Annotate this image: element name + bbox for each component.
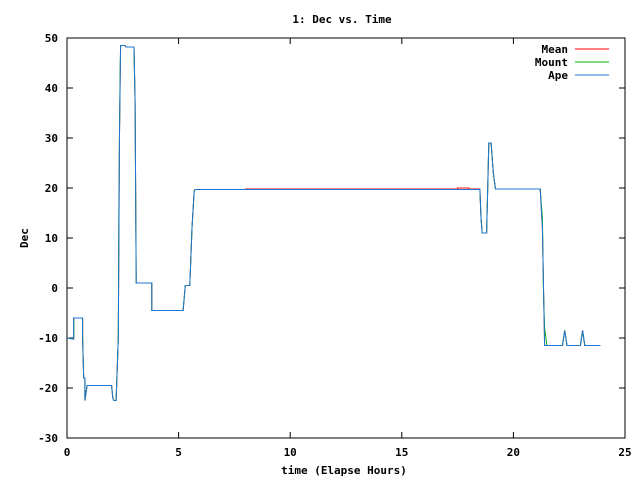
x-tick-label: 25 <box>618 446 631 459</box>
x-axis-label: time (Elapse Hours) <box>281 464 407 477</box>
y-tick-label: -20 <box>38 382 58 395</box>
y-tick-label: 30 <box>45 132 58 145</box>
x-tick-label: 20 <box>507 446 520 459</box>
y-tick-label: 0 <box>51 282 58 295</box>
chart-title: 1: Dec vs. Time <box>292 13 392 26</box>
plot-frame <box>66 37 626 439</box>
y-tick-label: 50 <box>45 32 58 45</box>
series-lines <box>66 45 601 401</box>
x-tick-label: 10 <box>284 446 297 459</box>
x-tick-label: 5 <box>175 446 182 459</box>
series-line-mount <box>66 45 601 401</box>
x-axis-ticks: 0 5 10 15 20 25 <box>64 38 632 459</box>
legend-label-mean: Mean <box>542 43 569 56</box>
y-axis-label: Dec <box>18 228 31 248</box>
y-tick-label: 20 <box>45 182 58 195</box>
legend-label-ape: Ape <box>548 69 568 82</box>
y-tick-label: 40 <box>45 82 58 95</box>
y-tick-label: -10 <box>38 332 58 345</box>
legend-label-mount: Mount <box>535 56 568 69</box>
x-tick-label: 0 <box>64 446 71 459</box>
y-tick-label: -30 <box>38 432 58 445</box>
series-line-ape <box>66 45 601 401</box>
x-tick-label: 15 <box>395 446 408 459</box>
y-axis-ticks: -30 -20 -10 0 10 20 30 40 50 <box>38 32 625 445</box>
series-line-mean <box>66 45 601 401</box>
y-tick-label: 10 <box>45 232 58 245</box>
